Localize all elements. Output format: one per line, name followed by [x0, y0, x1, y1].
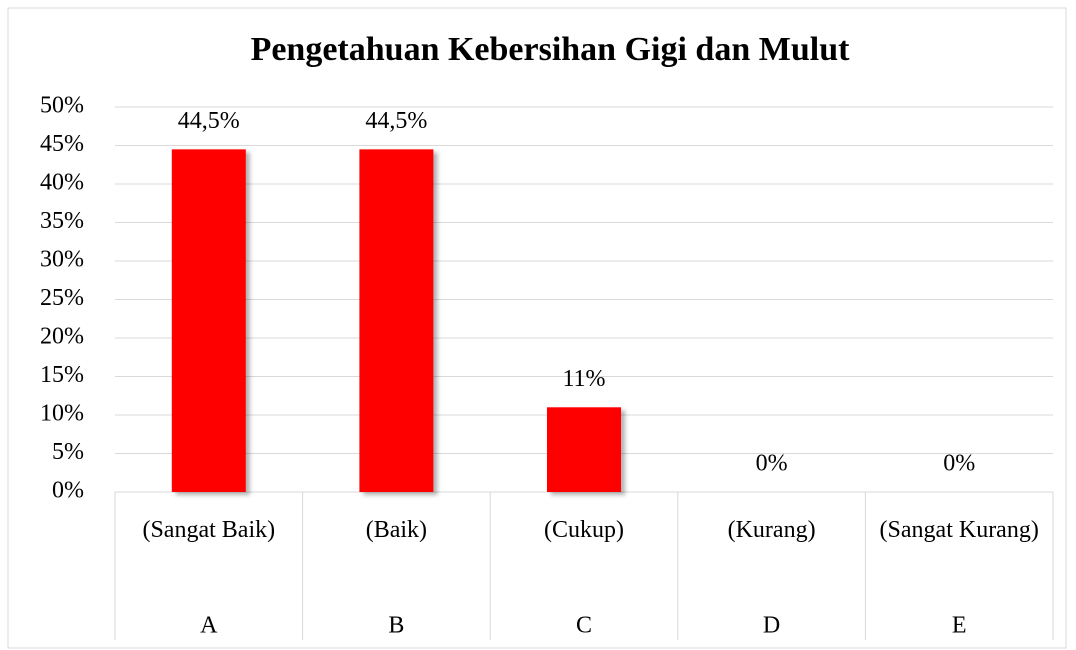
bar — [171, 149, 246, 492]
chart-border — [7, 7, 1067, 649]
data-label: 0% — [943, 451, 975, 477]
x-tick-label: A — [200, 613, 218, 639]
x-subcategory-label: (Cukup) — [544, 517, 624, 543]
x-tick-label: D — [763, 613, 780, 639]
x-tick-label: B — [388, 613, 404, 639]
x-subcategory-label: (Kurang) — [727, 517, 816, 543]
y-tick-label: 0% — [52, 478, 84, 504]
y-tick-label: 30% — [40, 247, 84, 273]
y-tick-label: 40% — [40, 170, 84, 196]
y-tick-label: 50% — [40, 93, 84, 119]
data-label: 44,5% — [365, 108, 427, 134]
x-subcategory-label: (Sangat Baik) — [142, 517, 276, 543]
bar — [359, 149, 434, 492]
y-tick-label: 45% — [40, 131, 84, 157]
y-tick-label: 5% — [52, 439, 84, 465]
y-tick-label: 35% — [40, 208, 84, 234]
chart-title: Pengetahuan Kebersihan Gigi dan Mulut — [251, 31, 851, 68]
bar — [547, 407, 621, 492]
y-tick-label: 25% — [40, 285, 84, 311]
x-subcategory-label: (Baik) — [365, 517, 428, 543]
y-tick-label: 20% — [40, 324, 84, 350]
data-label: 44,5% — [178, 108, 240, 134]
x-subcategory-label: (Sangat Kurang) — [879, 517, 1039, 543]
x-tick-label: E — [952, 613, 967, 639]
x-tick-label: C — [576, 613, 592, 639]
y-tick-label: 15% — [40, 362, 84, 388]
data-label: 11% — [562, 366, 605, 392]
y-tick-label: 10% — [40, 401, 84, 427]
data-label: 0% — [756, 451, 788, 477]
